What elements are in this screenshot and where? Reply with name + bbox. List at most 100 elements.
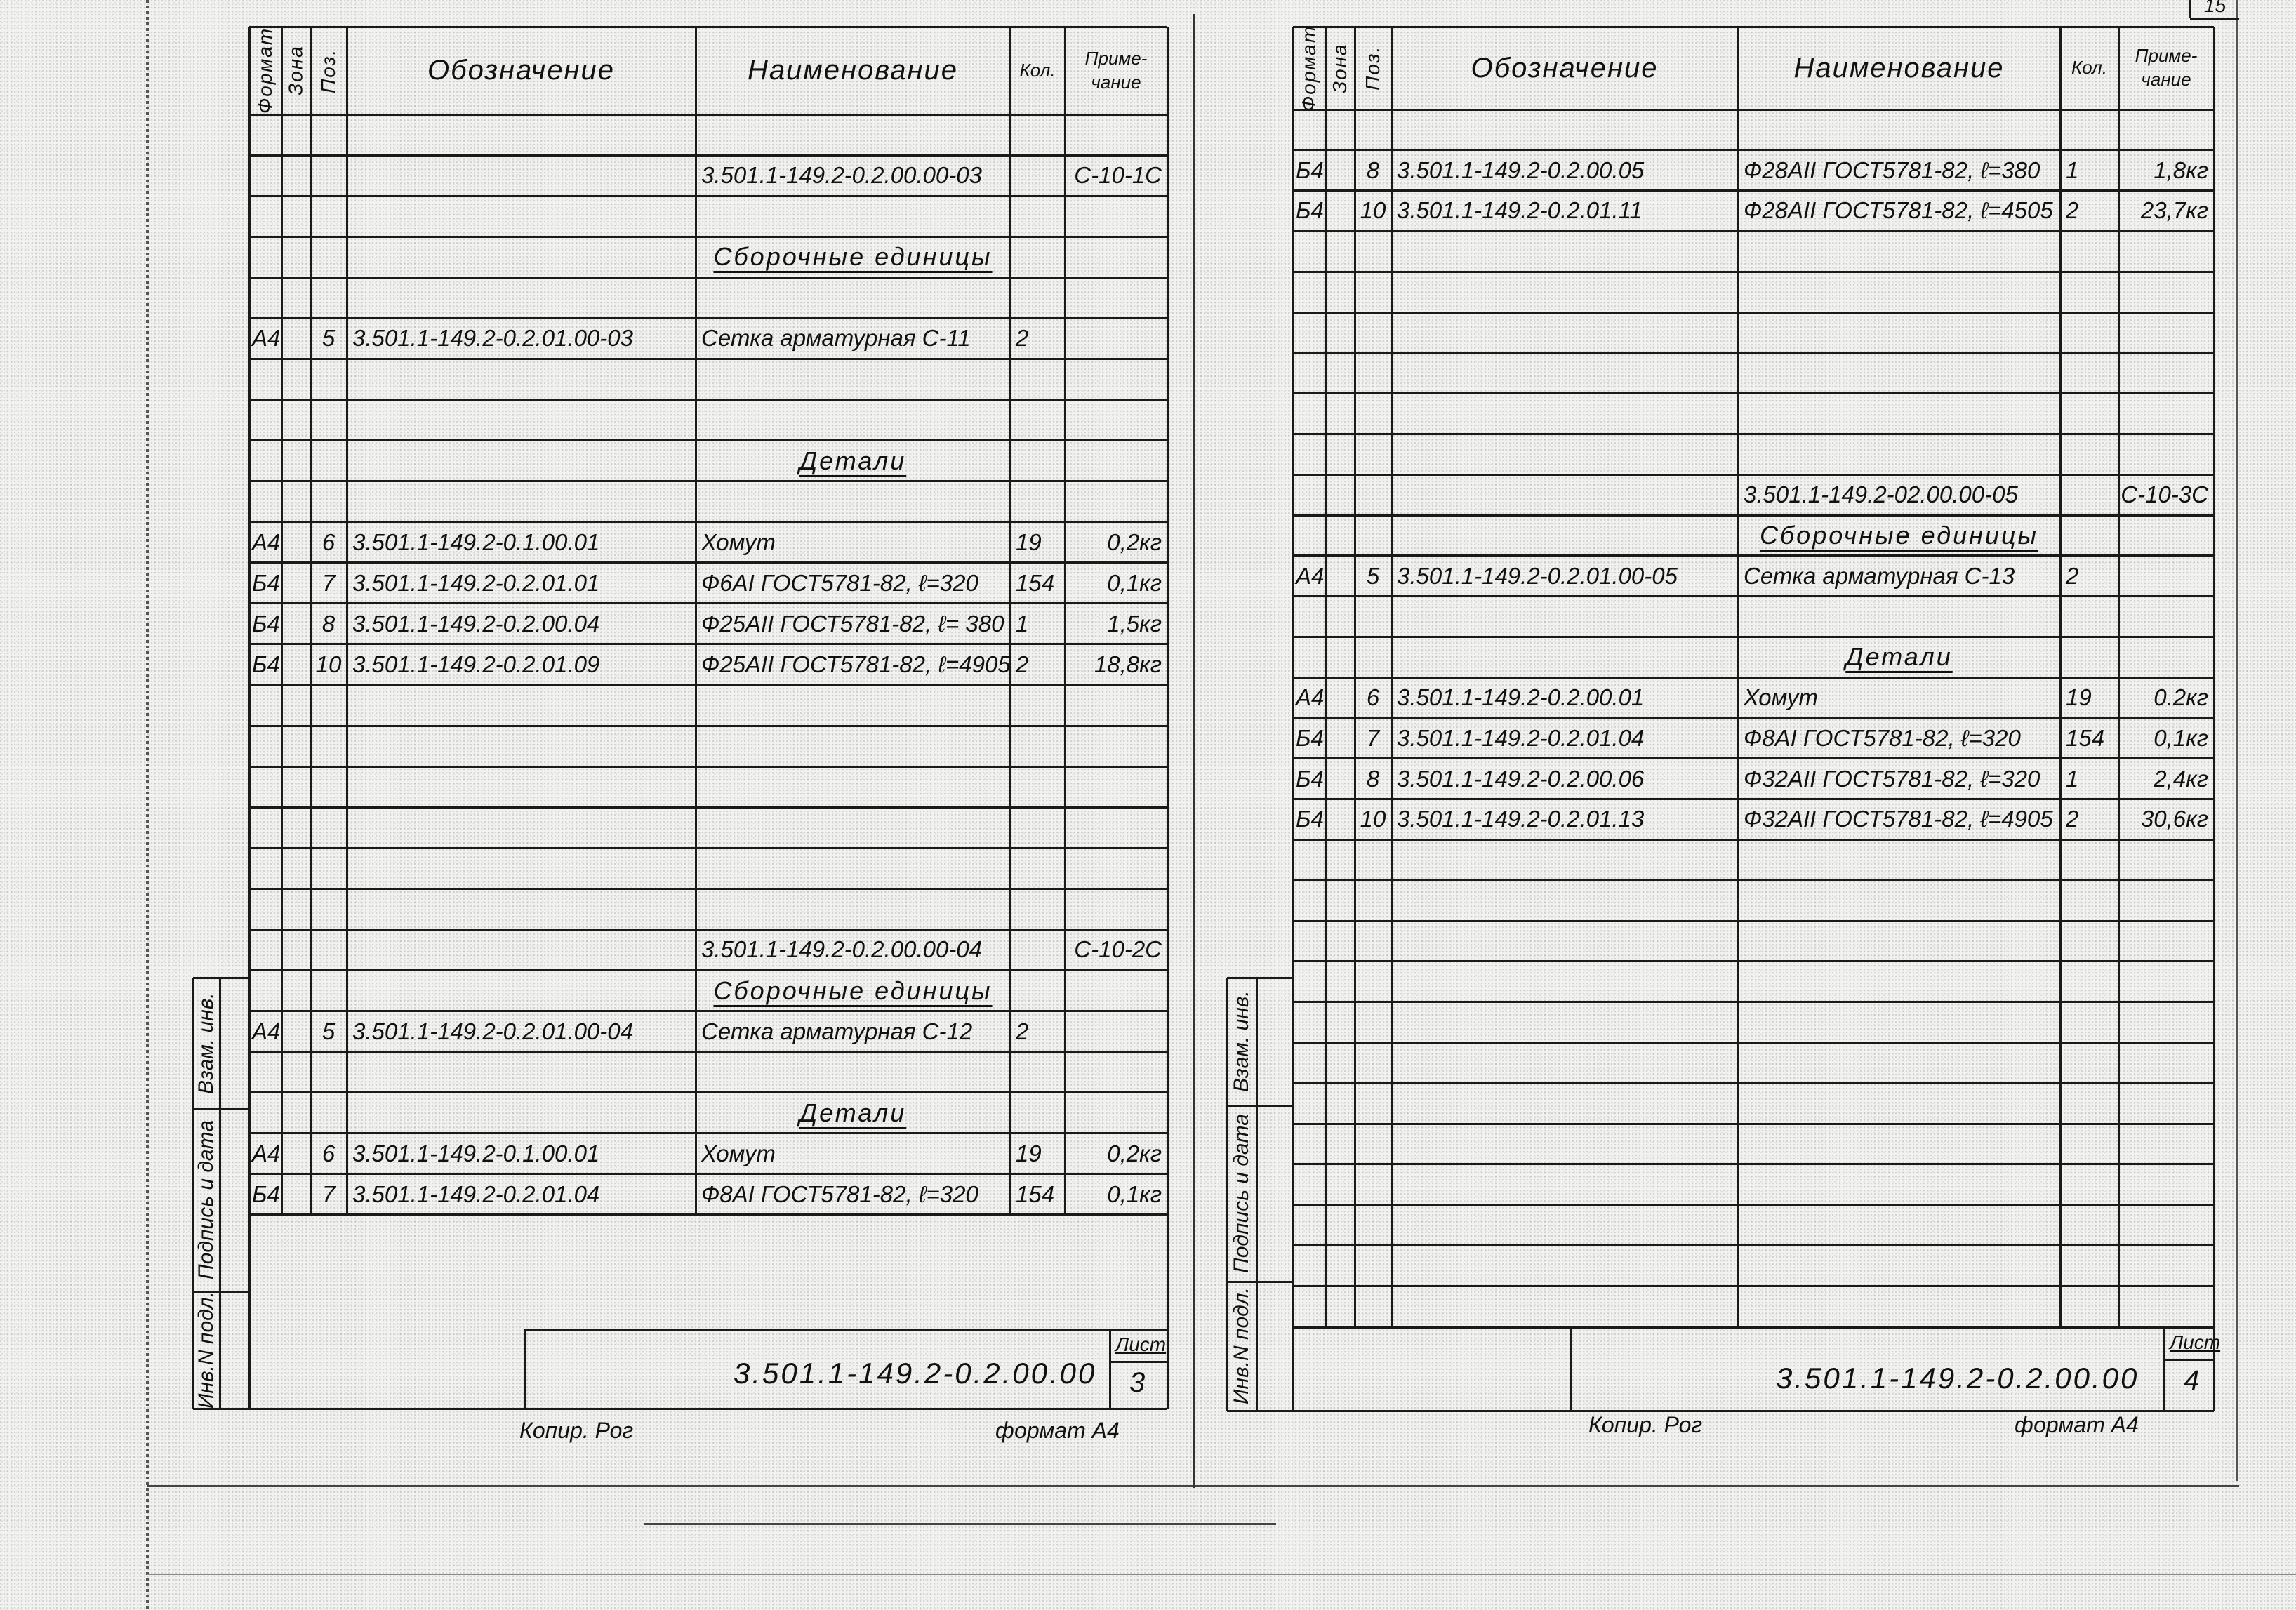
section-heading: Сборочные единицы bbox=[1738, 515, 2060, 556]
row-name: Сетка арматурная С-11 bbox=[701, 325, 971, 352]
section-heading: Детали bbox=[696, 1093, 1010, 1133]
row-name: Ф25АII ГОСТ5781-82, ℓ= 380 bbox=[701, 610, 1004, 637]
grid-line bbox=[1293, 1204, 2214, 1206]
row-designation: 3.501.1-149.2-0.2.01.11 bbox=[1397, 197, 1643, 224]
grid-line bbox=[249, 194, 1167, 197]
grid-line bbox=[1293, 1326, 2214, 1329]
row-designation: 3.501.1-149.2-0.2.01.04 bbox=[1397, 724, 1645, 751]
row-pos: 10 bbox=[1360, 197, 1386, 224]
grid-line bbox=[249, 25, 1167, 28]
row-qty: 19 bbox=[1016, 1140, 1042, 1166]
sheet-label: Лист bbox=[2170, 1331, 2221, 1353]
sheet-number: 3 bbox=[1129, 1367, 1146, 1398]
row-name: Ф25АII ГОСТ5781-82, ℓ=4905 bbox=[701, 651, 1011, 677]
grid-line bbox=[1166, 27, 1169, 1409]
row-name: 3.501.1-149.2-02.00.00-05 bbox=[1744, 481, 2018, 508]
grid-line bbox=[249, 1010, 1167, 1013]
grid-line bbox=[193, 1107, 249, 1110]
row-pos: 7 bbox=[321, 569, 336, 596]
row-format: А4 bbox=[252, 1140, 281, 1166]
row-qty: 154 bbox=[1016, 1180, 1055, 1207]
grid-line bbox=[280, 27, 283, 1215]
row-note: 0.2кг bbox=[2154, 684, 2208, 711]
section-heading-text: Детали bbox=[799, 446, 907, 475]
grid-line bbox=[1293, 108, 2214, 111]
section-heading-text: Детали bbox=[1845, 642, 1953, 672]
fold-line bbox=[1193, 14, 1195, 1488]
column-header-zone: Зона bbox=[1329, 43, 1351, 93]
grid-line bbox=[249, 887, 1167, 890]
row-name: Ф28АII ГОСТ5781-82, ℓ=380 bbox=[1744, 157, 2040, 183]
grid-line bbox=[249, 928, 1167, 931]
section-heading-text: Детали bbox=[799, 1098, 907, 1127]
column-header-note: Приме- чание bbox=[1084, 47, 1148, 93]
row-pos: 10 bbox=[315, 651, 342, 677]
grid-line bbox=[523, 1329, 526, 1409]
row-name: 3.501.1-149.2-0.2.00.00-04 bbox=[701, 936, 982, 963]
row-format: А4 bbox=[252, 528, 281, 555]
stamp-inv-original: Инв.N подл. bbox=[1230, 1287, 1253, 1405]
row-pos: 5 bbox=[321, 1018, 336, 1044]
document-number: 3.501.1-149.2-0.2.00.00 bbox=[1776, 1362, 2139, 1395]
grid-line bbox=[1255, 978, 1258, 1411]
grid-line bbox=[1293, 1041, 2214, 1044]
section-heading: Детали bbox=[696, 441, 1010, 481]
row-name: Ф32АII ГОСТ5781-82, ℓ=4905 bbox=[1744, 806, 2053, 832]
grid-line bbox=[249, 1213, 1167, 1216]
grid-line bbox=[193, 976, 249, 979]
grid-line bbox=[249, 398, 1167, 401]
grid-line bbox=[1063, 27, 1066, 1215]
grid-line bbox=[2190, 17, 2239, 20]
stamp-signature-date: Подпись и дата bbox=[1230, 1114, 1253, 1273]
column-header-pos: Поз. bbox=[317, 48, 339, 93]
copied-by-caption: Копир. Рог bbox=[1588, 1412, 1703, 1437]
section-heading: Сборочные единицы bbox=[696, 970, 1010, 1011]
grid-line bbox=[2163, 1327, 2165, 1411]
row-note: 23,7кг bbox=[2140, 197, 2208, 224]
section-heading-text: Сборочные единицы bbox=[1759, 520, 2039, 550]
row-qty: 19 bbox=[2066, 684, 2092, 711]
row-designation: 3.501.1-149.2-0.2.00.05 bbox=[1397, 157, 1645, 183]
row-note: С-10-3С bbox=[2121, 481, 2208, 508]
grid-line bbox=[249, 806, 1167, 809]
row-note: 0,1кг bbox=[2154, 724, 2208, 751]
row-format: Б4 bbox=[1296, 197, 1324, 224]
grid-line bbox=[248, 27, 251, 1409]
copied-by-caption: Копир. Рог bbox=[519, 1418, 634, 1443]
stamp-inv-original: Инв.N подл. bbox=[194, 1291, 218, 1409]
row-format: Б4 bbox=[1296, 724, 1324, 751]
grid-line bbox=[249, 602, 1167, 605]
grid-line bbox=[249, 561, 1167, 564]
grid-line bbox=[249, 724, 1167, 727]
grid-line bbox=[1293, 352, 2214, 354]
row-designation: 3.501.1-149.2-0.2.00.01 bbox=[1397, 684, 1645, 711]
grid-line bbox=[1293, 1122, 2214, 1125]
grid-line bbox=[1570, 1327, 1572, 1411]
grid-line bbox=[345, 27, 348, 1215]
row-note: 1,8кг bbox=[2154, 157, 2208, 183]
row-pos: 6 bbox=[321, 1140, 336, 1166]
grid-line bbox=[249, 357, 1167, 360]
row-name: Сетка арматурная С-13 bbox=[1744, 562, 2015, 589]
row-name: Ф28АII ГОСТ5781-82, ℓ=4505 bbox=[1744, 197, 2053, 224]
grid-line bbox=[249, 521, 1167, 524]
grid-line bbox=[249, 317, 1167, 319]
row-qty: 2 bbox=[1016, 325, 1029, 352]
paper-format-caption: формат А4 bbox=[2015, 1412, 2139, 1437]
grid-line bbox=[1293, 473, 2214, 476]
row-name: Хомут bbox=[701, 528, 776, 555]
grid-line bbox=[1293, 1163, 2214, 1166]
column-header-pos: Поз. bbox=[1362, 45, 1383, 91]
scan-edge-line bbox=[644, 1523, 1276, 1525]
row-qty: 19 bbox=[1016, 528, 1042, 555]
grid-line bbox=[249, 684, 1167, 686]
grid-line bbox=[1293, 311, 2214, 314]
paper-format-caption: формат А4 bbox=[995, 1418, 1120, 1443]
row-note: С-10-1С bbox=[1074, 162, 1162, 189]
row-designation: 3.501.1-149.2-0.1.00.01 bbox=[352, 528, 600, 555]
grid-line bbox=[1293, 1284, 2214, 1287]
row-format: Б4 bbox=[252, 651, 280, 677]
row-designation: 3.501.1-149.2-0.2.01.00-04 bbox=[352, 1018, 633, 1044]
column-header-designation: Обозначение bbox=[1471, 52, 1659, 84]
column-header-format: Формат bbox=[254, 27, 276, 114]
